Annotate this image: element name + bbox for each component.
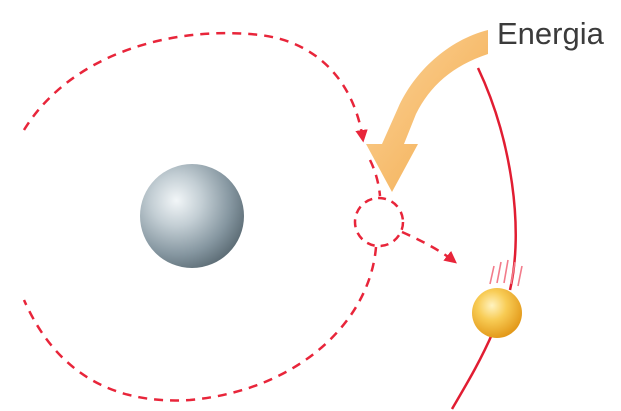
inner-orbit-path	[22, 31, 368, 143]
nucleus-sphere	[140, 164, 244, 268]
energy-label: Energia	[497, 16, 605, 51]
electron-particle	[472, 288, 522, 338]
inner-orbit-path-descend	[368, 159, 382, 197]
outer-orbit-line	[476, 67, 517, 291]
energy-arrow-icon	[366, 30, 488, 192]
inner-orbit-path-lower	[22, 246, 378, 402]
absorption-loop	[353, 196, 405, 248]
particle-motion-lines	[489, 259, 523, 287]
outer-orbit-line-lower	[450, 331, 495, 410]
transition-path	[401, 230, 457, 264]
